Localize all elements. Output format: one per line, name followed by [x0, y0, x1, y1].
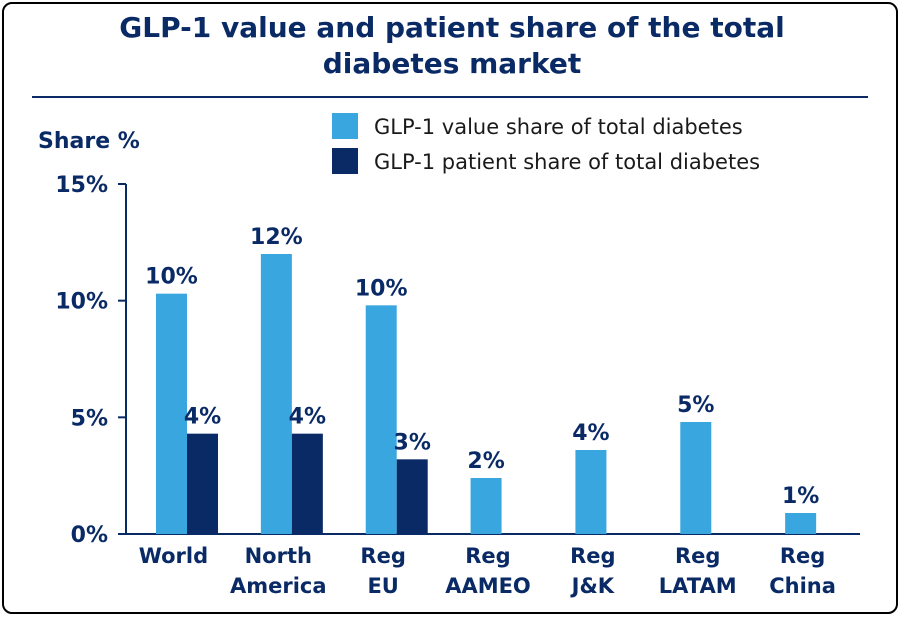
data-label: 12%: [250, 225, 303, 250]
data-label: 5%: [677, 393, 714, 418]
x-tick-label: Reg: [675, 544, 720, 568]
data-label: 3%: [394, 430, 431, 455]
data-label: 4%: [289, 405, 326, 430]
x-tick-labels: World North America Reg EU Reg AAMEO Reg J&K Reg L…: [139, 544, 836, 598]
data-label: 4%: [184, 405, 221, 430]
y-ticks: 0% 5% 10% 15%: [55, 173, 126, 548]
x-tick-label: Reg: [465, 544, 510, 568]
data-label: 1%: [782, 484, 819, 509]
bar-value-share: [156, 293, 187, 534]
bar-value-share: [365, 305, 397, 534]
x-tick-label: Reg: [570, 544, 615, 568]
x-tick-label: China: [769, 574, 836, 598]
x-tick-label: Reg: [780, 544, 825, 568]
y-tick-label: 10%: [55, 290, 108, 315]
chart-title: GLP-1 value and patient share of the tot…: [0, 10, 904, 82]
x-tick-label: Reg: [360, 544, 405, 568]
bar-value-share: [260, 254, 292, 534]
bar-value-share: [470, 478, 502, 534]
legend-swatch-patient-share: [332, 148, 358, 174]
data-label: 10%: [355, 276, 408, 301]
x-tick-label: America: [230, 574, 327, 598]
chart-frame: [2, 2, 898, 614]
bar-patient-share: [187, 433, 218, 534]
y-axis-label: Share %: [38, 129, 140, 154]
x-tick-label: World: [139, 544, 208, 568]
bar-value-share: [575, 450, 607, 534]
data-label: 4%: [572, 421, 609, 446]
y-tick-label: 15%: [55, 173, 108, 198]
x-tick-label: J&K: [570, 574, 615, 598]
bar-patient-share: [396, 459, 428, 534]
legend-label-value-share: GLP-1 value share of total diabetes: [374, 115, 743, 139]
y-tick-label: 0%: [71, 523, 108, 548]
title-underline: [32, 96, 868, 98]
bar-patient-share: [291, 433, 323, 534]
data-label: 2%: [467, 449, 504, 474]
y-tick-label: 5%: [71, 406, 108, 431]
legend: GLP-1 value share of total diabetes GLP-…: [332, 113, 760, 174]
x-tick-label: EU: [367, 574, 398, 598]
chart-title-line-2: diabetes market: [322, 47, 582, 80]
bar-value-share: [680, 422, 712, 534]
legend-label-patient-share: GLP-1 patient share of total diabetes: [374, 150, 760, 174]
x-tick-label: LATAM: [659, 574, 737, 598]
x-tick-label: AAMEO: [445, 574, 531, 598]
legend-swatch-value-share: [332, 113, 358, 139]
x-tick-label: North: [245, 544, 312, 568]
data-label: 10%: [145, 265, 198, 290]
chart-title-line-1: GLP-1 value and patient share of the tot…: [119, 11, 785, 44]
bars: 10% 4% 12% 4% 10% 3% 2% 4% 5% 1%: [145, 225, 819, 534]
bar-value-share: [785, 513, 817, 534]
